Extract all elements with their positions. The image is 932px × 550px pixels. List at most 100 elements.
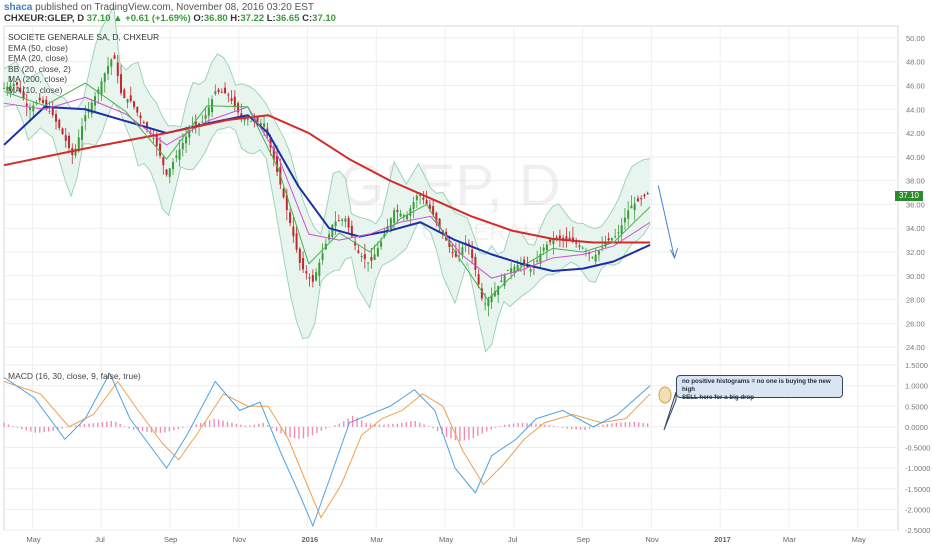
histogram-bar (544, 424, 546, 427)
histogram-bar (334, 425, 336, 427)
candle-body (594, 254, 597, 262)
histogram-bar (320, 426, 323, 431)
candle-body (328, 234, 331, 240)
candle-body (633, 203, 636, 211)
candle-body (12, 84, 15, 87)
candle-body (194, 121, 197, 125)
candle-body (214, 91, 217, 95)
macd-tick-label: 0.0000 (905, 423, 928, 432)
histogram-bar (101, 422, 104, 427)
histogram-bar (186, 426, 188, 428)
histogram-bar (48, 426, 50, 432)
histogram-bar (164, 426, 166, 433)
histogram-bar (92, 423, 95, 427)
candle-body (610, 238, 613, 241)
histogram-bar (182, 426, 184, 428)
candle-body (565, 236, 568, 240)
macd-legend[interactable]: MACD (16, 30, close, 9, false, true) (8, 371, 141, 381)
histogram-bar (168, 426, 171, 432)
candle-body (29, 107, 32, 110)
histogram-bar (208, 420, 211, 427)
x-tick-label: May (439, 535, 453, 544)
histogram-bar (231, 422, 233, 427)
legend-bb[interactable]: BB (20, close, 2) (8, 63, 71, 74)
legend-ma10[interactable]: MA (10, close) (8, 84, 63, 95)
close-label: C: (302, 13, 313, 24)
candle-body (298, 248, 301, 263)
candle-body (9, 85, 12, 92)
histogram-bar (579, 426, 582, 430)
candle-body (315, 272, 318, 281)
histogram-bar (611, 423, 613, 427)
high-label: H: (230, 13, 241, 24)
candle-body (464, 242, 467, 244)
histogram-bar (526, 423, 528, 427)
candle-body (484, 303, 487, 305)
histogram-bar (557, 426, 559, 428)
candle-body (370, 257, 373, 261)
symbol-label: CHXEUR:GLEP, D (4, 13, 85, 24)
candle-body (6, 86, 9, 91)
price-tick-label: 36.00 (906, 200, 925, 209)
candle-body (406, 214, 409, 220)
histogram-bar (253, 424, 256, 427)
candle-body (233, 96, 236, 107)
histogram-bar (30, 426, 32, 432)
author-link[interactable]: shaca (4, 2, 33, 13)
candle-body (243, 117, 246, 121)
price-tick-label: 24.00 (906, 343, 925, 352)
candle-body (519, 264, 522, 266)
candle-body (204, 115, 207, 119)
candle-body (396, 210, 399, 212)
callout-line-2: SELL here for a big drop (682, 394, 755, 401)
candle-body (617, 232, 620, 234)
candle-body (607, 238, 610, 241)
histogram-bar (620, 422, 622, 427)
histogram-bar (128, 426, 130, 429)
close-value: 37.10 (312, 13, 336, 24)
macd-tick-label: 1.0000 (905, 382, 928, 391)
candle-body (175, 155, 178, 158)
candle-body (146, 122, 149, 129)
histogram-bar (575, 426, 577, 430)
histogram-bar (530, 423, 533, 427)
candle-body (409, 208, 412, 216)
histogram-bar (249, 425, 251, 427)
candle-body (237, 103, 240, 113)
histogram-bar (173, 426, 175, 431)
histogram-bar (293, 426, 296, 439)
candle-body (389, 218, 392, 229)
histogram-bar (199, 423, 202, 427)
candles-group (3, 52, 649, 317)
annotation-callout[interactable]: no positive histograms = no one is buyin… (676, 375, 843, 401)
histogram-bar (311, 426, 314, 436)
candle-body (97, 89, 100, 94)
callout-line-1: no positive histograms = no one is buyin… (682, 378, 831, 393)
histogram-bar (629, 422, 631, 427)
legend-ema50[interactable]: EMA (50, close) (8, 42, 68, 53)
histogram-bar (615, 422, 618, 427)
histogram-bar (155, 426, 157, 433)
histogram-bar (419, 422, 421, 427)
histogram-bar (427, 426, 430, 427)
price-tick-label: 46.00 (906, 81, 925, 90)
histogram-bar (88, 423, 90, 427)
legend-ema20[interactable]: EMA (20, close) (8, 53, 68, 63)
candle-body (185, 136, 188, 144)
histogram-bar (548, 425, 551, 427)
histogram-bar (132, 426, 135, 430)
line-ma10 (3, 82, 651, 301)
x-tick-label: Sep (577, 535, 590, 544)
candle-body (591, 257, 594, 259)
legend-ma200[interactable]: MA (200, close) (8, 74, 68, 84)
candle-body (227, 94, 230, 96)
macd-tick-label: -0.5000 (905, 444, 930, 453)
histogram-bar (468, 426, 470, 440)
candle-body (142, 122, 145, 124)
candle-body (318, 262, 321, 277)
histogram-bar (16, 426, 19, 428)
x-tick-label: Nov (645, 535, 659, 544)
candle-body (282, 189, 285, 198)
histogram-bar (43, 426, 45, 433)
